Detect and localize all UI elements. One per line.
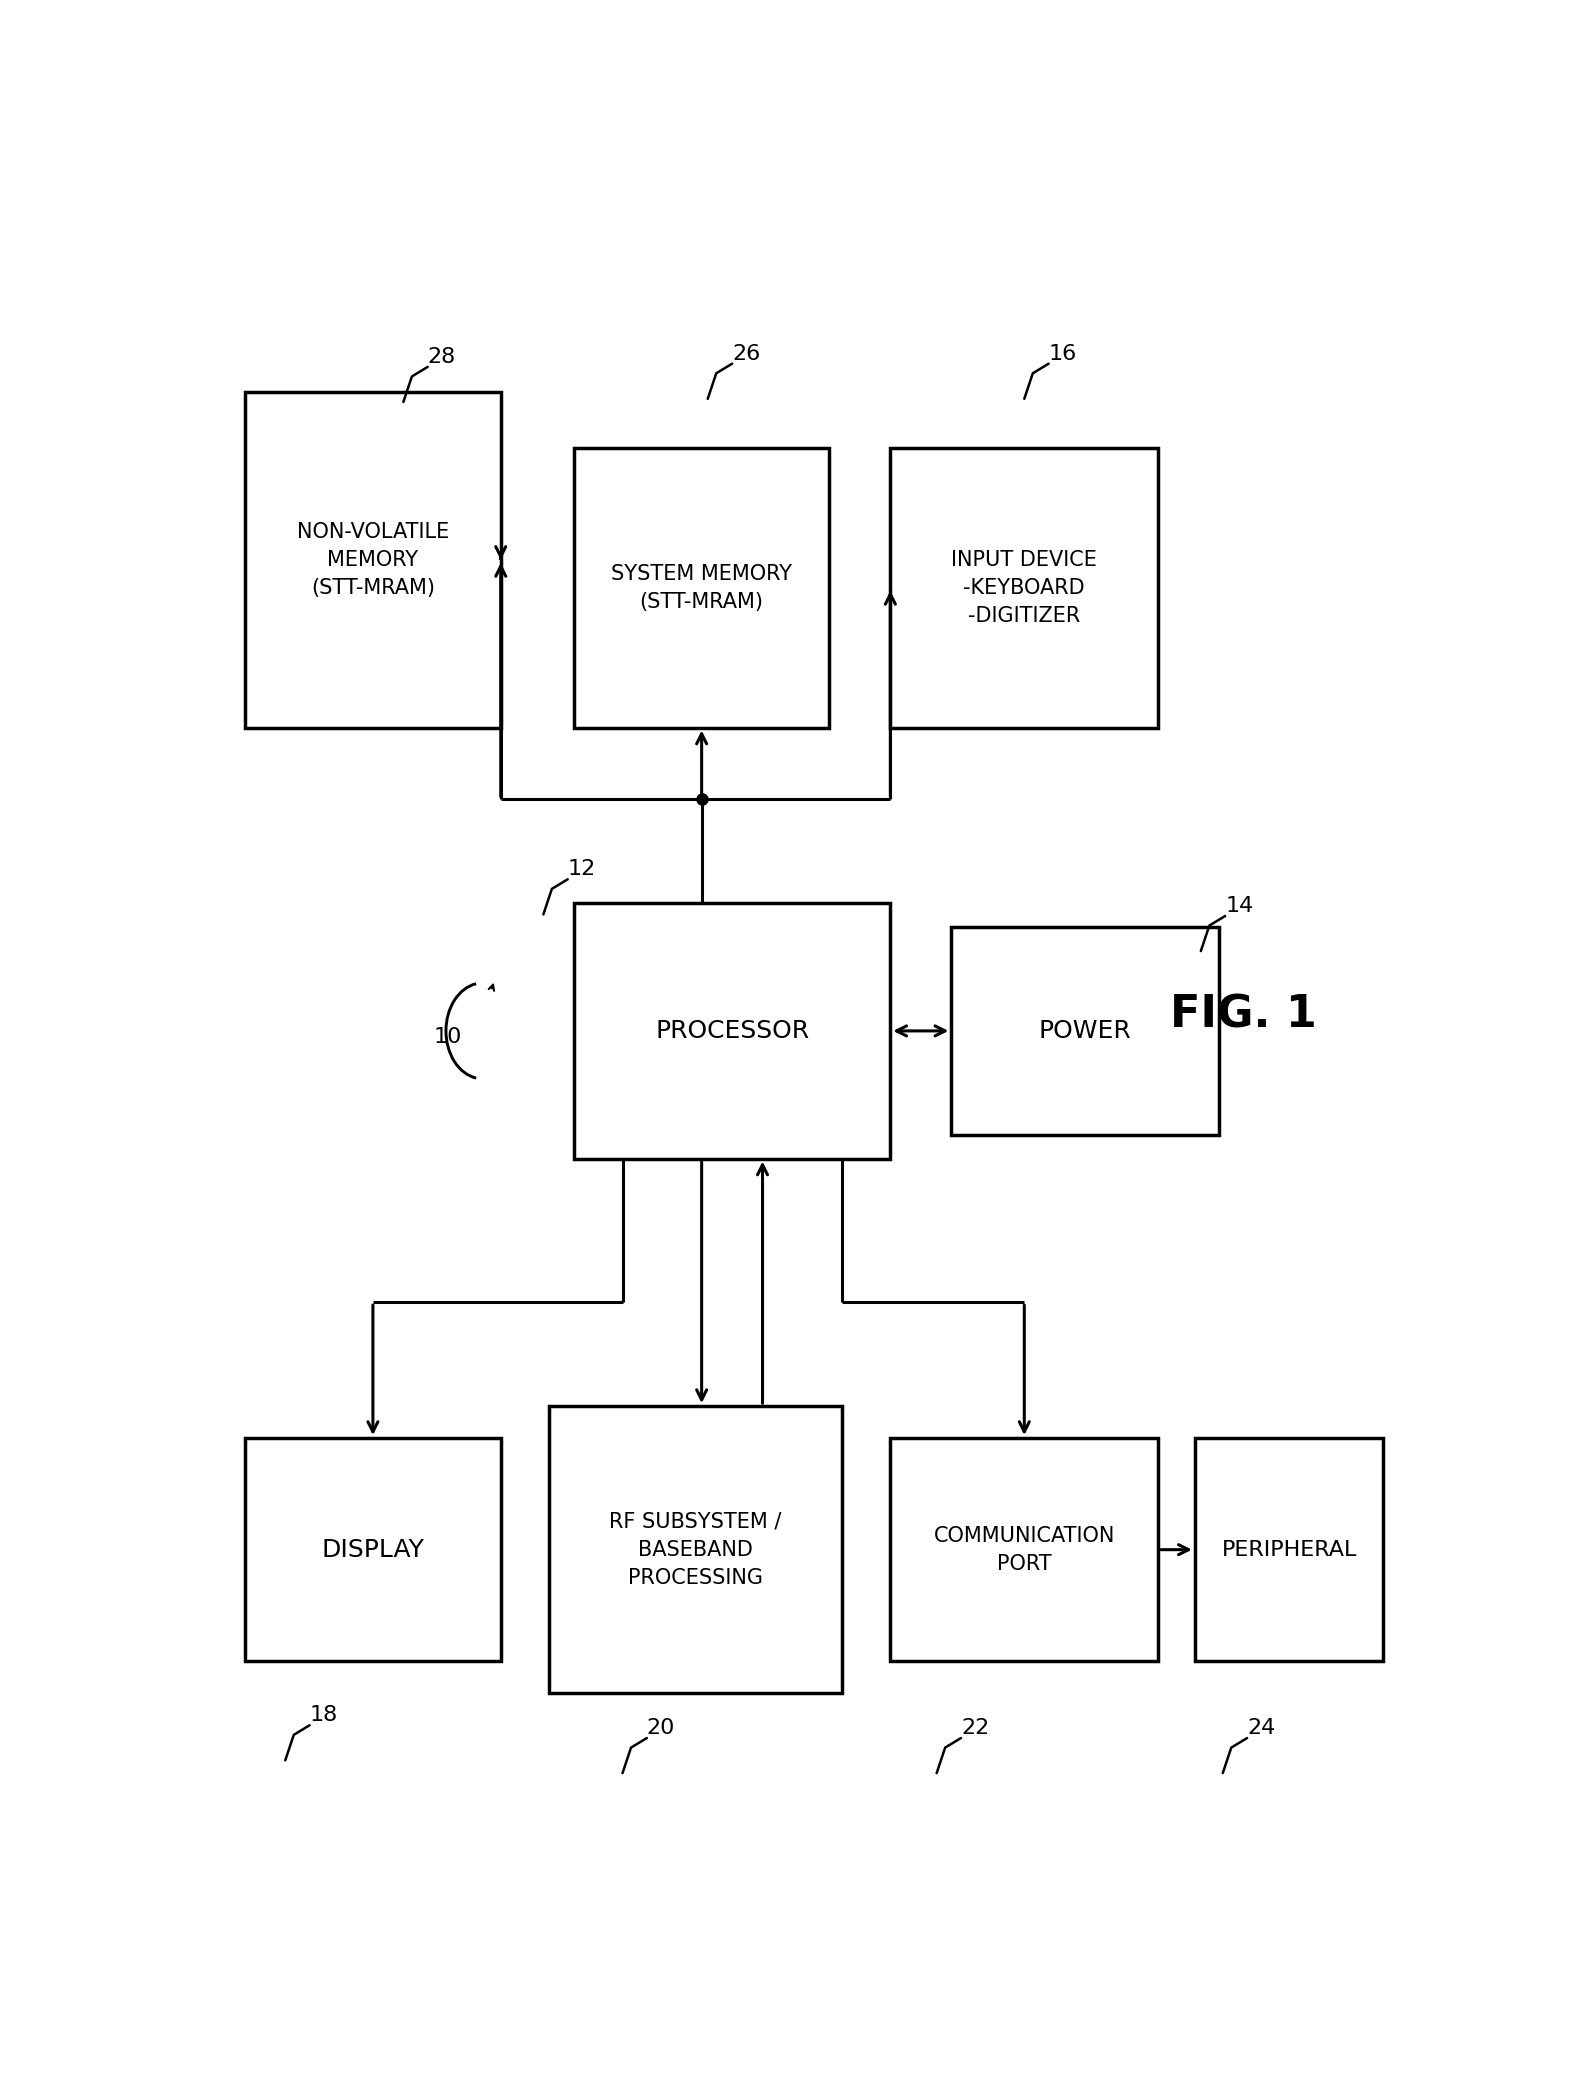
Text: POWER: POWER <box>1038 1020 1131 1043</box>
Text: 20: 20 <box>647 1719 676 1737</box>
Text: RF SUBSYSTEM /
BASEBAND
PROCESSING: RF SUBSYSTEM / BASEBAND PROCESSING <box>610 1511 782 1588</box>
Text: 14: 14 <box>1225 896 1254 916</box>
Bar <box>245 392 501 728</box>
Text: 18: 18 <box>309 1706 338 1725</box>
Text: INPUT DEVICE
-KEYBOARD
-DIGITIZER: INPUT DEVICE -KEYBOARD -DIGITIZER <box>952 549 1097 626</box>
Bar <box>573 448 829 728</box>
Text: 28: 28 <box>427 346 456 367</box>
Bar <box>891 1439 1158 1660</box>
Text: PERIPHERAL: PERIPHERAL <box>1221 1540 1357 1559</box>
Text: 12: 12 <box>567 860 595 879</box>
Bar <box>1194 1439 1384 1660</box>
Bar <box>573 904 891 1159</box>
Bar <box>950 927 1219 1134</box>
Bar <box>550 1405 842 1694</box>
Text: COMMUNICATION
PORT: COMMUNICATION PORT <box>933 1526 1115 1573</box>
Text: 16: 16 <box>1048 344 1076 363</box>
Text: NON-VOLATILE
MEMORY
(STT-MRAM): NON-VOLATILE MEMORY (STT-MRAM) <box>297 522 449 597</box>
Bar <box>891 448 1158 728</box>
Text: 26: 26 <box>732 344 760 363</box>
Text: 24: 24 <box>1247 1719 1276 1737</box>
Text: DISPLAY: DISPLAY <box>322 1538 424 1561</box>
Text: FIG. 1: FIG. 1 <box>1170 993 1316 1036</box>
Text: PROCESSOR: PROCESSOR <box>655 1020 809 1043</box>
Text: 22: 22 <box>961 1719 990 1737</box>
Text: 10: 10 <box>434 1026 462 1047</box>
Text: SYSTEM MEMORY
(STT-MRAM): SYSTEM MEMORY (STT-MRAM) <box>611 564 792 612</box>
Bar <box>245 1439 501 1660</box>
